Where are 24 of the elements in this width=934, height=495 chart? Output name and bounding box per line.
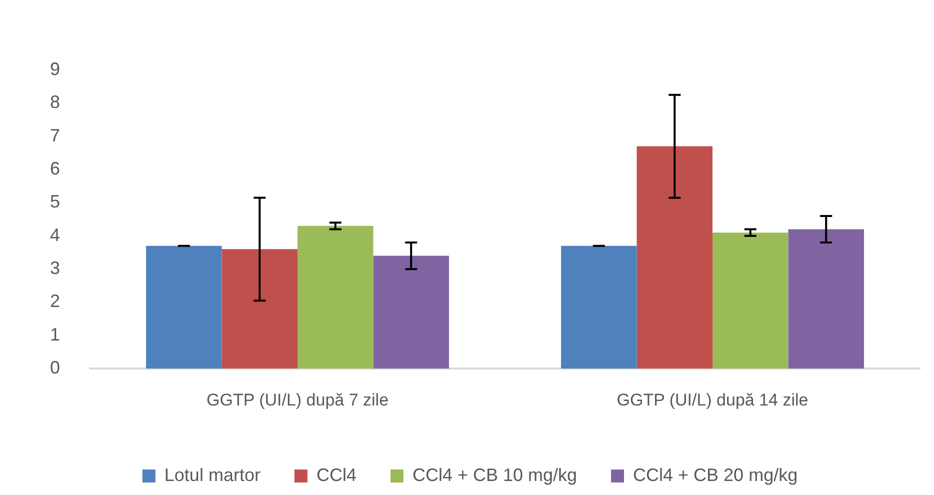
bar — [561, 246, 637, 369]
legend-label: Lotul martor — [164, 464, 260, 485]
y-tick-label: 9 — [50, 58, 60, 79]
legend-label: CCl4 — [316, 464, 356, 485]
y-tick-label: 2 — [50, 291, 60, 312]
bar — [298, 226, 374, 369]
y-tick-label: 6 — [50, 158, 60, 178]
bar — [146, 246, 222, 369]
bar — [788, 229, 864, 369]
x-tick-label: GGTP (UI/L) după 14 zile — [616, 390, 808, 410]
y-tick-label: 4 — [50, 224, 60, 245]
y-tick-label: 8 — [50, 92, 60, 112]
legend-label: CCl4 + CB 10 mg/kg — [412, 464, 578, 485]
x-tick-label: GGTP (UI/L) după 7 zile — [206, 390, 389, 410]
bar — [373, 256, 449, 369]
bar — [712, 232, 788, 369]
bar — [636, 146, 713, 369]
y-tick-label: 5 — [50, 192, 60, 212]
y-tick-label: 0 — [50, 358, 60, 378]
y-tick-label: 3 — [50, 258, 60, 278]
legend-label: CCl4 + CB 20 mg/kg — [633, 464, 798, 485]
bar — [222, 249, 298, 369]
y-tick-label: 7 — [50, 125, 60, 146]
y-tick-label: 1 — [50, 324, 60, 344]
